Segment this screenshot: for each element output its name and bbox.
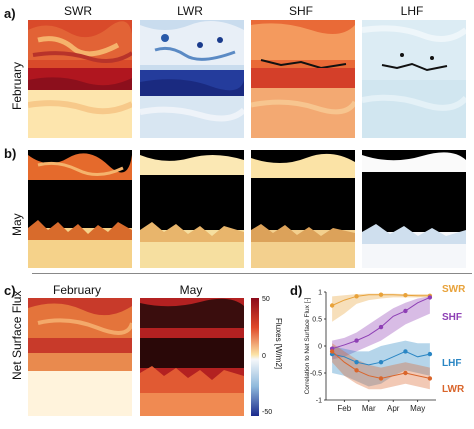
point-lhf [427,351,433,357]
point-shf [354,338,359,343]
col-title-lwr: LWR [177,4,203,18]
point-swr [329,303,335,308]
panel-d-label: d) [290,283,303,298]
x-tick-label: Mar [362,404,376,413]
map-feb-lwr [140,20,244,138]
map-net-feb [28,298,132,416]
y-tick-label: 0 [318,344,322,351]
y-tick-label: -1 [316,398,322,405]
colorbar-label: Fluxes [W/m2] [274,318,283,370]
map-may-lhf [362,150,466,268]
y-tick-label: 1 [318,290,322,297]
point-swr [378,292,384,297]
map-may-lwr [140,150,244,268]
band-swr [332,293,430,322]
point-shf [378,324,384,330]
col-title-swr: SWR [64,4,92,18]
point-swr [403,293,408,298]
map-may-swr [28,150,132,268]
map-may-shf [251,150,355,268]
point-lwr [329,349,335,354]
map-feb-swr [28,20,132,138]
map-feb-shf [251,20,355,138]
row-label-net-surface-flux: Net Surface Flux [10,290,24,380]
panel-a-label: a) [4,6,16,21]
point-lhf [378,360,384,365]
col-title-shf: SHF [289,4,313,18]
x-tick-label: Feb [337,404,351,413]
point-lhf [354,360,359,365]
band-lwr [332,343,430,390]
point-lwr [403,370,408,376]
col-title-lhf: LHF [400,4,424,18]
row-label-february: February [10,61,24,110]
legend-shf: SHF [442,312,462,323]
legend-lhf: LHF [442,358,461,369]
correlation-chart: 1 0.5 0 -0.5 -1 Feb Mar Apr May Correlation to Ne… [296,282,474,424]
colorbar [251,298,259,416]
panel-b-label: b) [4,146,17,161]
x-tick-label: Apr [387,404,400,413]
colorbar-tick-top: 50 [262,296,270,303]
point-lhf [403,349,408,354]
x-tick-label: May [410,404,425,413]
point-lwr [354,368,359,373]
legend-lwr: LWR [442,384,465,395]
panel-c-label: c) [4,283,16,298]
row-label-may: May [10,213,24,236]
section-divider [32,273,472,274]
colorbar-tick-bottom: -50 [262,409,273,416]
legend-swr: SWR [442,284,466,295]
panel-c-title-february: February [52,283,102,297]
map-net-may [140,298,244,416]
panel-c-title-may: May [179,283,203,297]
y-tick-label: 0.5 [312,317,322,324]
y-tick-label: -0.5 [310,371,322,378]
colorbar-tick-mid: 0 [262,353,266,360]
point-lwr [427,376,433,381]
point-swr [354,294,359,299]
map-feb-lhf [362,20,466,138]
point-shf [427,295,433,300]
point-lwr [378,376,384,381]
point-shf [403,308,408,314]
y-axis-label: Correlation to Net Surface Flux [-] [304,297,311,394]
